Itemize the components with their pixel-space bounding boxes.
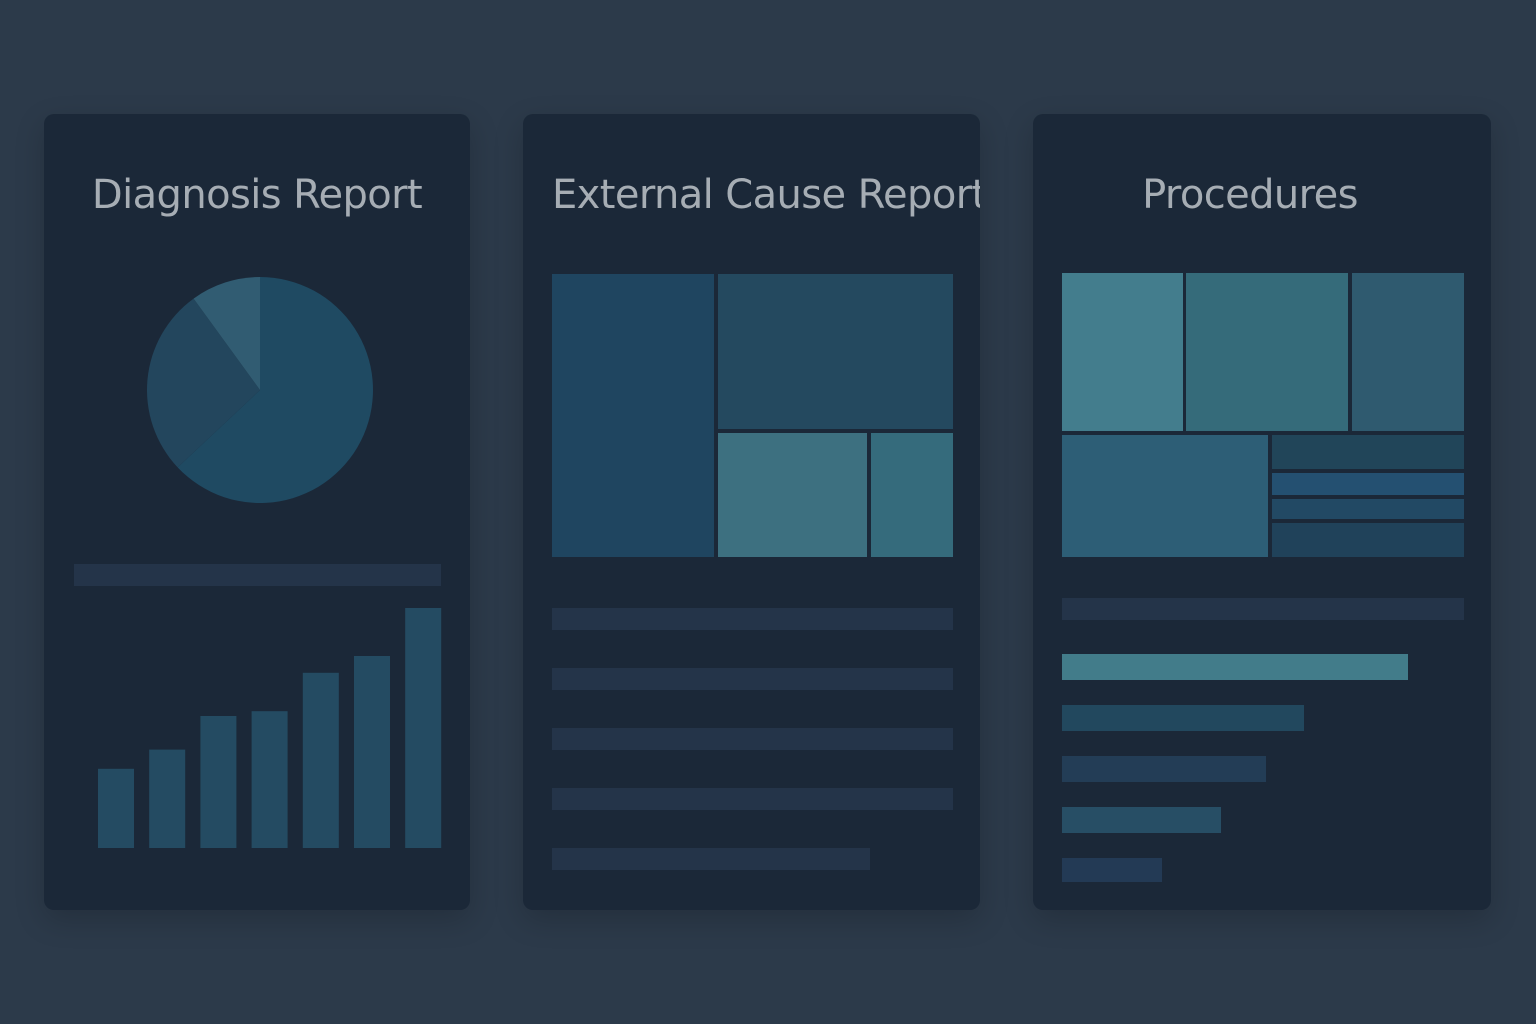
text-line-placeholder <box>552 608 953 630</box>
treemap <box>1062 273 1464 557</box>
treemap-cell <box>552 274 714 557</box>
bar <box>200 716 237 848</box>
treemap-cell <box>718 433 867 557</box>
bar <box>149 749 186 848</box>
treemap-cell <box>1272 473 1464 495</box>
diagnosis-report-card[interactable]: Diagnosis Report <box>44 114 470 910</box>
treemap-cell <box>1062 273 1183 431</box>
treemap-cell <box>718 274 953 429</box>
text-line-placeholder <box>552 848 870 870</box>
divider-bar <box>74 564 441 586</box>
treemap-cell <box>1352 273 1464 431</box>
treemap-cell <box>1186 273 1348 431</box>
text-line-placeholder <box>552 668 953 690</box>
procedures-card[interactable]: Procedures <box>1033 114 1491 910</box>
pie-slice <box>177 277 373 503</box>
bar <box>251 711 288 848</box>
card-title: Procedures <box>1142 172 1358 218</box>
horizontal-bar <box>1062 756 1267 782</box>
text-line-placeholder <box>552 788 953 810</box>
card-title: External Cause Report <box>552 172 980 218</box>
treemap-cell <box>871 433 953 557</box>
treemap-cell <box>1272 499 1464 519</box>
horizontal-bar <box>1062 654 1408 680</box>
treemap <box>552 274 953 557</box>
text-line-placeholder <box>552 728 953 750</box>
horizontal-bar-chart <box>1062 654 1408 884</box>
bar <box>98 768 134 848</box>
pie-slice <box>147 298 260 468</box>
horizontal-bar <box>1062 705 1305 731</box>
bar <box>302 672 339 848</box>
external-cause-report-card[interactable]: External Cause Report <box>523 114 980 910</box>
pie-slice <box>193 277 260 390</box>
treemap-cell <box>1062 435 1268 557</box>
treemap-cell <box>1272 523 1464 557</box>
treemap-cell <box>1272 435 1464 469</box>
pie-chart <box>147 277 373 503</box>
bar-chart <box>98 608 442 848</box>
horizontal-bar <box>1062 858 1163 882</box>
bar <box>405 608 442 848</box>
card-title: Diagnosis Report <box>91 172 423 218</box>
text-line-placeholder <box>1062 598 1464 620</box>
horizontal-bar <box>1062 807 1222 833</box>
bar <box>354 656 390 848</box>
